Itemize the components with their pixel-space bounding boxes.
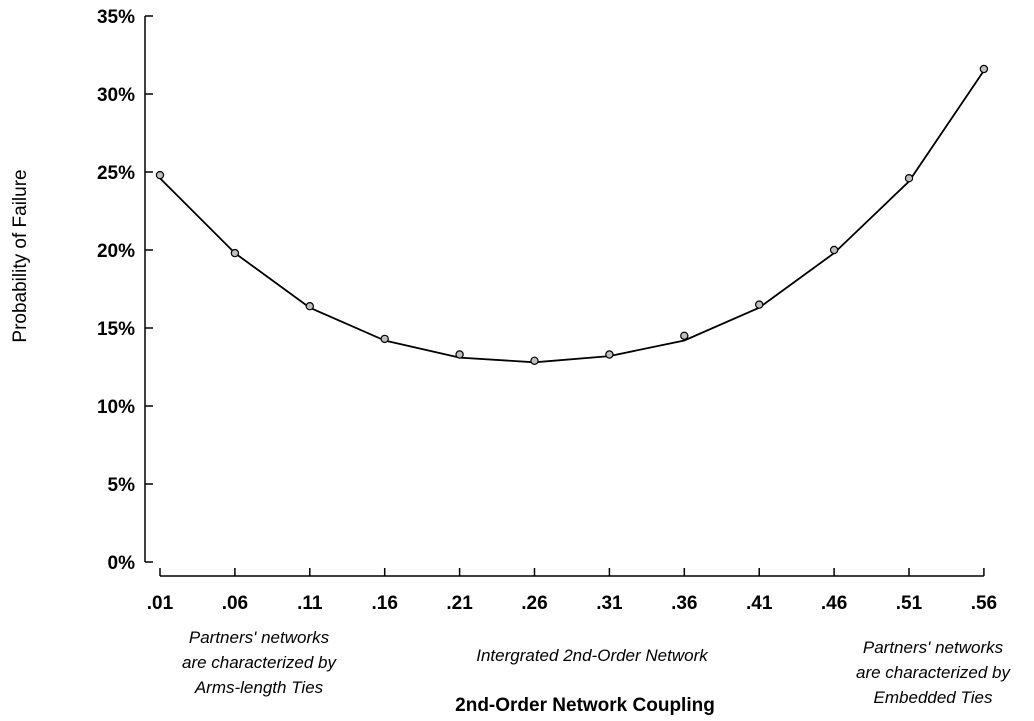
- annotation-arms-length-ties: Arms-length Ties: [194, 678, 324, 697]
- x-tick-label: .01: [147, 593, 174, 614]
- x-tick-label: .36: [671, 593, 697, 614]
- data-point: [455, 350, 464, 359]
- y-tick-label: 35%: [97, 7, 135, 28]
- fitted-curve-line: [159, 70, 985, 364]
- x-tick-label: .26: [521, 593, 547, 614]
- data-point: [380, 334, 389, 344]
- x-tick-label: .41: [746, 593, 773, 614]
- x-tick-label: .16: [371, 593, 397, 614]
- data-point: [755, 300, 764, 309]
- x-tick-label: .21: [446, 593, 473, 614]
- x-tick-label: .11: [297, 593, 323, 614]
- y-axis-label: Probability of Failure: [10, 169, 31, 342]
- x-tick-label: .06: [222, 593, 248, 614]
- y-tick-label: 25%: [97, 163, 135, 184]
- annotation-embedded-ties: are characterized by: [856, 663, 1012, 682]
- data-point: [230, 248, 240, 258]
- data-point: [605, 350, 614, 359]
- x-tick-label: .31: [596, 593, 623, 614]
- y-tick-label: 5%: [108, 475, 136, 496]
- x-tick-label: .51: [896, 593, 923, 614]
- data-point: [305, 302, 314, 311]
- annotation-arms-length-ties: Partners' networks: [189, 628, 330, 647]
- annotation-embedded-ties: Partners' networks: [863, 638, 1004, 657]
- x-tick-label: .56: [971, 593, 997, 614]
- annotation-integrated-network: Intergrated 2nd-Order Network: [476, 646, 709, 665]
- y-tick-label: 30%: [97, 85, 135, 106]
- y-axis: 0% 5% 10% 15% 20% 25% 30% 35%: [97, 7, 153, 574]
- annotation-embedded-ties: Embedded Ties: [874, 688, 993, 707]
- data-point: [904, 173, 914, 183]
- y-tick-label: 20%: [97, 241, 135, 262]
- annotations: Partners' networks are characterized by Ar…: [182, 628, 1012, 707]
- data-point: [829, 245, 839, 255]
- data-point: [979, 64, 989, 74]
- x-axis: .01 .06 .11 .16 .21 .26 .31 .36 .41 .46 .51 .56: [147, 568, 997, 614]
- y-tick-label: 0%: [108, 553, 136, 574]
- y-tick-label: 10%: [97, 397, 135, 418]
- annotation-arms-length-ties: are characterized by: [182, 653, 338, 672]
- data-point: [155, 170, 165, 180]
- x-axis-label: 2nd-Order Network Coupling: [455, 695, 715, 716]
- data-point: [680, 331, 689, 340]
- y-tick-label: 15%: [97, 319, 135, 340]
- plot-area: [155, 64, 989, 365]
- data-point: [530, 356, 539, 365]
- x-tick-label: .46: [821, 593, 847, 614]
